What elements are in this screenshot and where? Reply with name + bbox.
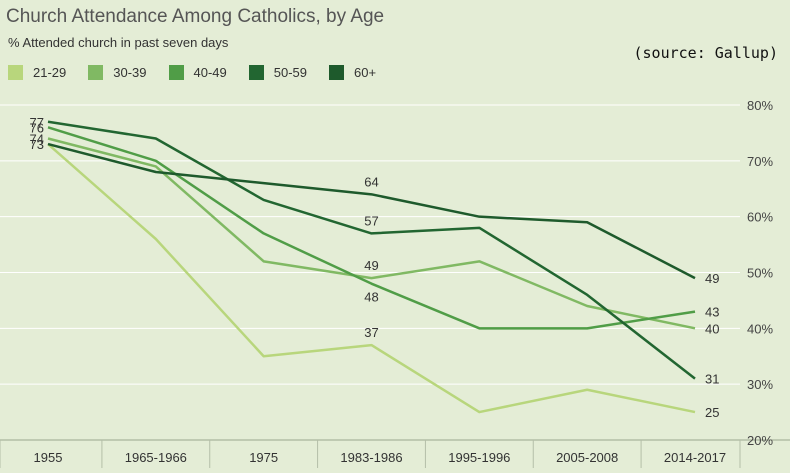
chart-title: Church Attendance Among Catholics, by Ag…: [6, 6, 385, 27]
data-label: 48: [364, 290, 378, 305]
x-tick-label: 1975: [249, 450, 278, 465]
data-label: 57: [364, 213, 378, 228]
y-tick-label: 80%: [747, 98, 773, 113]
y-tick-label: 30%: [747, 377, 773, 392]
y-tick-label: 20%: [747, 433, 773, 448]
data-label: 25: [705, 405, 719, 420]
chart-subtitle: % Attended church in past seven days: [8, 35, 229, 50]
legend-item-21-29: 21-29: [8, 64, 67, 80]
legend-swatch: [8, 64, 23, 80]
x-tick-label: 1983-1986: [340, 450, 402, 465]
legend-label: 40-49: [193, 64, 227, 80]
data-label: 73: [30, 137, 44, 152]
x-tick-label: 1955: [34, 450, 63, 465]
data-label: 76: [30, 120, 44, 135]
y-tick-label: 40%: [747, 321, 773, 336]
data-label: 64: [364, 174, 378, 189]
data-label: 37: [364, 325, 378, 340]
legend-swatch: [88, 64, 104, 80]
source-note: (source: Gallup): [633, 44, 779, 62]
series-line-50-59: [47, 120, 696, 380]
data-label: 49: [705, 271, 719, 286]
legend-label: 60+: [354, 64, 377, 80]
x-tick-label: 2005-2008: [556, 450, 618, 465]
x-tick-label: 1995-1996: [448, 450, 510, 465]
data-label: 77: [30, 115, 44, 130]
legend-swatch: [168, 64, 184, 80]
data-label: 31: [705, 372, 719, 387]
data-label: 43: [705, 305, 719, 320]
legend-item-40-49: 40-49: [168, 64, 227, 80]
legend-item-30-39: 30-39: [88, 64, 147, 80]
data-label: 49: [364, 258, 378, 273]
data-label: 40: [705, 321, 719, 336]
chart-legend: 21-29 30-39 40-49 50-59 60+: [8, 63, 398, 81]
y-tick-label: 70%: [747, 154, 773, 169]
legend-label: 30-39: [113, 64, 147, 80]
legend-swatch: [248, 64, 264, 80]
legend-swatch: [329, 64, 344, 80]
series-line-40-49: [47, 126, 696, 330]
legend-label: 21-29: [33, 64, 67, 80]
legend-item-60-plus: 60+: [329, 64, 377, 80]
legend-label: 50-59: [273, 64, 307, 80]
y-tick-label: 60%: [747, 210, 773, 225]
x-tick-label: 2014-2017: [664, 450, 726, 465]
data-label: 74: [30, 132, 44, 147]
series-line-30-39: [47, 137, 696, 330]
series-line-21-29: [47, 143, 696, 414]
series-line-60-plus: [47, 142, 696, 280]
legend-item-50-59: 50-59: [248, 64, 307, 80]
x-tick-label: 1965-1966: [125, 450, 187, 465]
y-tick-label: 50%: [747, 266, 773, 281]
